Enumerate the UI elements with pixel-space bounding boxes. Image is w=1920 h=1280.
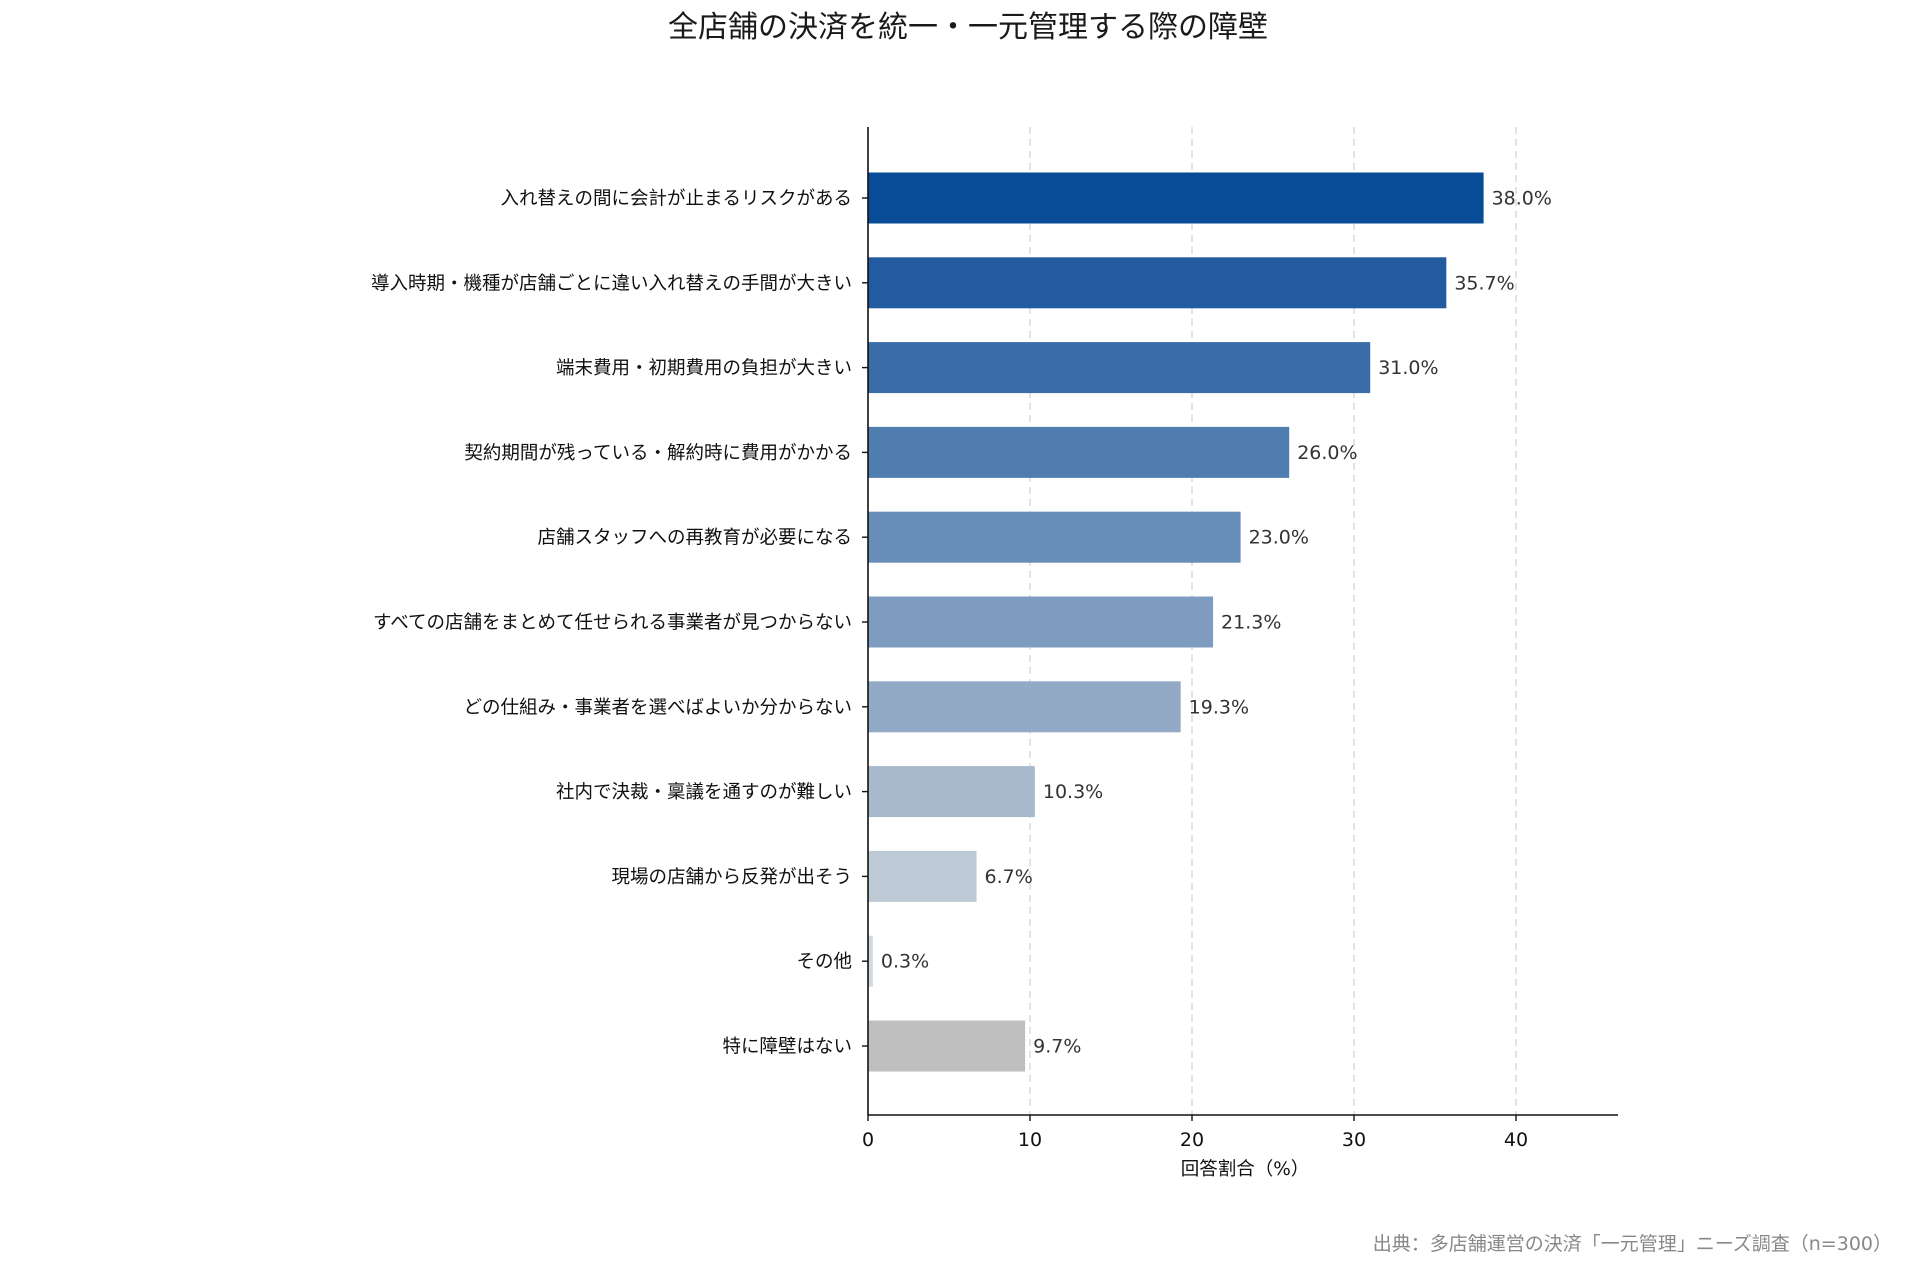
value-label: 10.3% bbox=[1043, 781, 1103, 803]
value-label: 31.0% bbox=[1378, 357, 1438, 379]
category-label: その他 bbox=[796, 952, 852, 973]
value-label: 38.0% bbox=[1492, 188, 1552, 210]
bar-6 bbox=[868, 681, 1181, 733]
value-label: 35.7% bbox=[1454, 272, 1514, 294]
x-tick-label: 40 bbox=[1504, 1129, 1528, 1151]
bar-1 bbox=[868, 257, 1447, 309]
x-tick-label: 0 bbox=[862, 1129, 874, 1151]
source-note: 出典：多店舗運営の決済「一元管理」ニーズ調査（n=300） bbox=[1373, 1233, 1892, 1255]
value-label: 0.3% bbox=[881, 951, 929, 973]
category-label: 導入時期・機種が店舗ごとに違い入れ替えの手間が大きい bbox=[371, 273, 852, 294]
category-label: 現場の店舗から反発が出そう bbox=[611, 867, 852, 888]
bar-4 bbox=[868, 511, 1241, 563]
category-label: 端末費用・初期費用の負担が大きい bbox=[556, 358, 852, 379]
bars: 入れ替えの間に会計が止まるリスクがある 38.0% 導入時期・機種が店舗ごとに違い入… bbox=[371, 172, 1552, 1072]
value-label: 6.7% bbox=[985, 866, 1033, 888]
category-label: 契約期間が残っている・解約時に費用がかかる bbox=[464, 443, 852, 464]
category-label: 入れ替えの間に会計が止まるリスクがある bbox=[500, 189, 852, 210]
category-label: どの仕組み・事業者を選べばよいか分からない bbox=[463, 697, 852, 718]
category-label: すべての店舗をまとめて任せられる事業者が見つからない bbox=[373, 613, 852, 634]
category-label: 特に障壁はない bbox=[722, 1037, 852, 1058]
bar-0 bbox=[868, 172, 1484, 224]
bar-2 bbox=[868, 342, 1371, 394]
value-label: 19.3% bbox=[1189, 696, 1249, 718]
bar-9 bbox=[868, 935, 873, 987]
x-tick-label: 30 bbox=[1342, 1129, 1366, 1151]
x-axis-label: 回答割合（%） bbox=[1181, 1159, 1310, 1180]
value-label: 9.7% bbox=[1033, 1036, 1081, 1058]
bar-3 bbox=[868, 426, 1290, 478]
x-tick-label: 20 bbox=[1180, 1129, 1204, 1151]
bar-10 bbox=[868, 1020, 1026, 1072]
category-label: 社内で決裁・稟議を通すのが難しい bbox=[556, 782, 852, 803]
x-tick-label: 10 bbox=[1018, 1129, 1042, 1151]
axes: 0 10 20 30 40 bbox=[862, 127, 1618, 1151]
value-label: 26.0% bbox=[1297, 442, 1357, 464]
value-label: 23.0% bbox=[1249, 527, 1309, 549]
category-label: 店舗スタッフへの再教育が必要になる bbox=[537, 528, 852, 549]
bar-8 bbox=[868, 850, 977, 902]
bar-7 bbox=[868, 766, 1035, 818]
bar-5 bbox=[868, 596, 1214, 648]
chart-title: 全店舗の決済を統一・一元管理する際の障壁 bbox=[668, 10, 1268, 45]
value-label: 21.3% bbox=[1221, 612, 1281, 634]
